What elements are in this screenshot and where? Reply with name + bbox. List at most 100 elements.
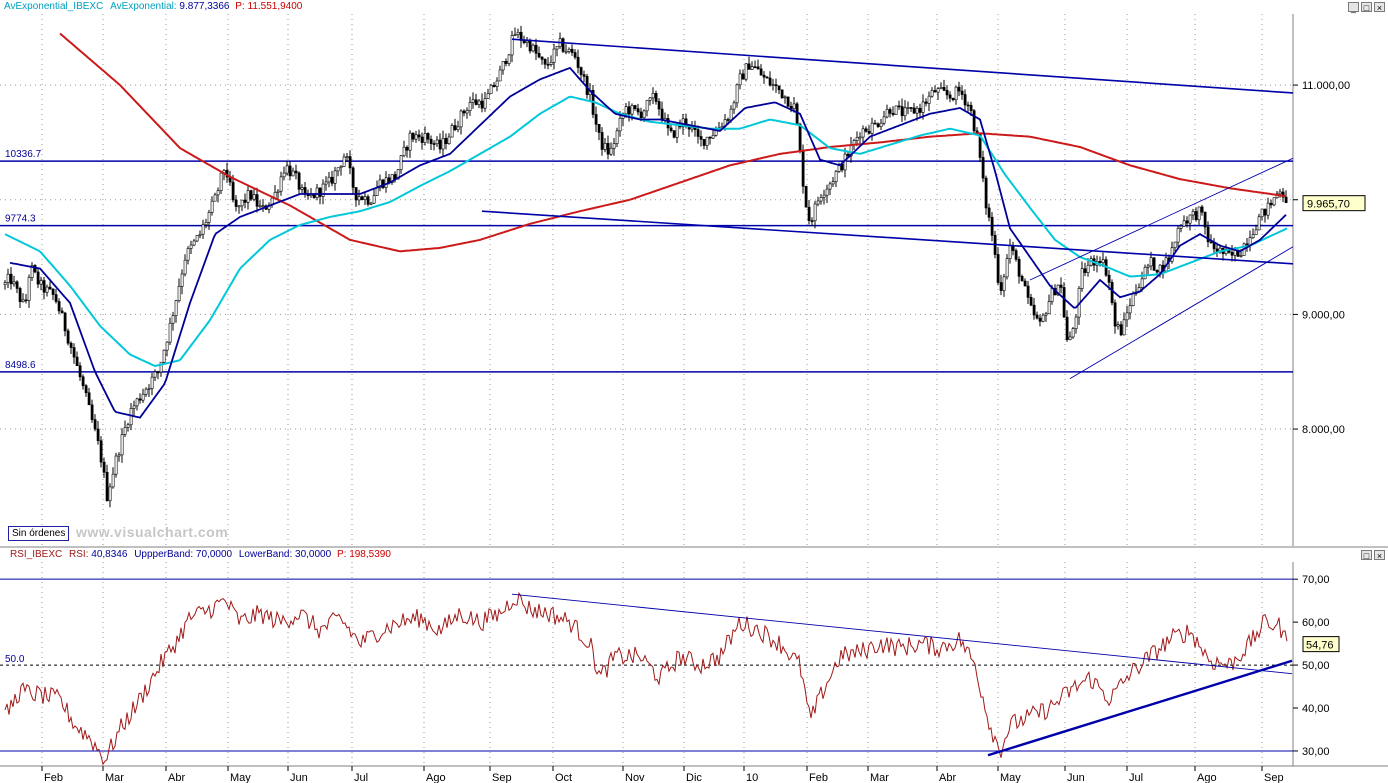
candle-body	[405, 146, 409, 151]
time-tick-label-2: Abr	[168, 772, 185, 783]
candle-body	[120, 434, 124, 456]
candle-body	[615, 130, 619, 144]
orders-badge[interactable]: Sin órdenes	[8, 526, 70, 541]
candle-body	[951, 97, 955, 101]
candle-body	[564, 51, 568, 53]
candle-body	[78, 365, 82, 378]
candle-body	[102, 461, 106, 473]
candle-body	[252, 194, 256, 200]
candle-body	[1029, 297, 1033, 306]
candle-body	[45, 286, 49, 293]
candle-body	[552, 48, 556, 63]
candle-body	[1152, 257, 1156, 271]
candle-body	[216, 190, 220, 196]
candle-body	[33, 265, 37, 273]
candle-body	[462, 110, 466, 114]
candle-body	[696, 129, 700, 137]
candle-body	[810, 220, 814, 222]
candle-body	[1182, 220, 1186, 227]
candle-body	[141, 393, 145, 401]
candle-body	[924, 101, 928, 104]
candle-body	[888, 109, 892, 114]
candle-body	[1179, 225, 1183, 229]
candle-body	[195, 235, 199, 242]
candle-body	[900, 106, 904, 117]
candle-body	[1284, 196, 1288, 203]
candle-body	[471, 99, 475, 103]
candle-body	[72, 347, 76, 358]
candle-body	[69, 342, 73, 348]
candle-body	[288, 165, 292, 177]
value-tags: 9.965,70 54,76	[1302, 195, 1366, 653]
rsi-bands: 50.0	[0, 578, 1293, 752]
candle-body	[756, 66, 760, 70]
candle-body	[372, 195, 376, 204]
candle-body	[480, 100, 484, 109]
candle-body	[864, 128, 868, 132]
price-levels: 10336.7 9774.3 8498.6	[0, 149, 1293, 373]
candle-body	[576, 56, 580, 68]
candle-body	[336, 167, 340, 172]
level-label-1: 9774.3	[5, 214, 36, 225]
candle-body	[894, 105, 898, 115]
candle-body	[1107, 274, 1111, 283]
candle-body	[1101, 259, 1105, 264]
candle-body	[1143, 267, 1147, 280]
candle-body	[294, 170, 298, 174]
candle-body	[1080, 268, 1084, 289]
price-tick-label-2: 9.000,00	[1302, 309, 1345, 321]
price-tick-label-3: 8.000,00	[1302, 424, 1345, 436]
rsi-panel-header: RSI_IBEXC RSI: 40,8346 UppperBand: 70,00…	[10, 549, 391, 560]
candle-body	[483, 98, 487, 109]
candle-body	[246, 190, 250, 203]
candle-body	[1008, 245, 1012, 259]
minimize-button[interactable]: _	[1348, 2, 1359, 13]
candle-body	[60, 310, 64, 314]
candle-body	[1005, 258, 1009, 278]
candle-body	[9, 273, 13, 285]
candle-body	[1140, 278, 1144, 288]
candle-body	[948, 94, 952, 99]
candle-body	[618, 118, 622, 132]
candle-body	[258, 205, 262, 208]
candle-body	[450, 125, 454, 138]
candle-body	[6, 273, 10, 283]
candle-body	[21, 299, 25, 303]
candle-body	[1044, 313, 1048, 316]
candle-body	[636, 108, 640, 113]
time-tick-label-6: Ago	[426, 772, 446, 783]
candle-body	[1191, 211, 1195, 216]
candle-body	[822, 194, 826, 198]
series-value: 9.877,3366	[179, 1, 230, 12]
rsi-close-button[interactable]: ×	[1374, 550, 1385, 561]
candle-body	[570, 48, 574, 53]
candle-body	[282, 172, 286, 178]
candle-body	[675, 124, 679, 138]
candle-body	[909, 107, 913, 109]
candle-body	[204, 222, 208, 226]
time-tick-label-14: Abr	[939, 772, 956, 783]
candle-body	[1056, 284, 1060, 296]
candle-body	[567, 48, 571, 52]
maximize-button[interactable]: □	[1361, 2, 1372, 13]
candle-body	[15, 281, 19, 289]
p-label: P:	[235, 1, 245, 12]
candle-body	[408, 132, 412, 151]
candle-body	[825, 188, 829, 196]
price-panel-header: AvExponential_IBEXC AvExponential: 9.877…	[4, 1, 302, 12]
candle-body	[1230, 251, 1234, 256]
candle-body	[1128, 305, 1132, 314]
rsi-tick-label-3: 40,00	[1302, 703, 1330, 715]
candle-body	[402, 146, 406, 157]
trendline-2	[1029, 157, 1293, 281]
rsi-maximize-button[interactable]: □	[1361, 550, 1372, 561]
close-button[interactable]: ×	[1374, 2, 1385, 13]
candle-body	[903, 107, 907, 117]
candle-body	[276, 190, 280, 193]
candle-body	[243, 199, 247, 203]
candle-body	[759, 68, 763, 76]
candle-body	[468, 102, 472, 111]
candle-body	[537, 52, 541, 58]
time-tick-label-9: Nov	[625, 772, 645, 783]
